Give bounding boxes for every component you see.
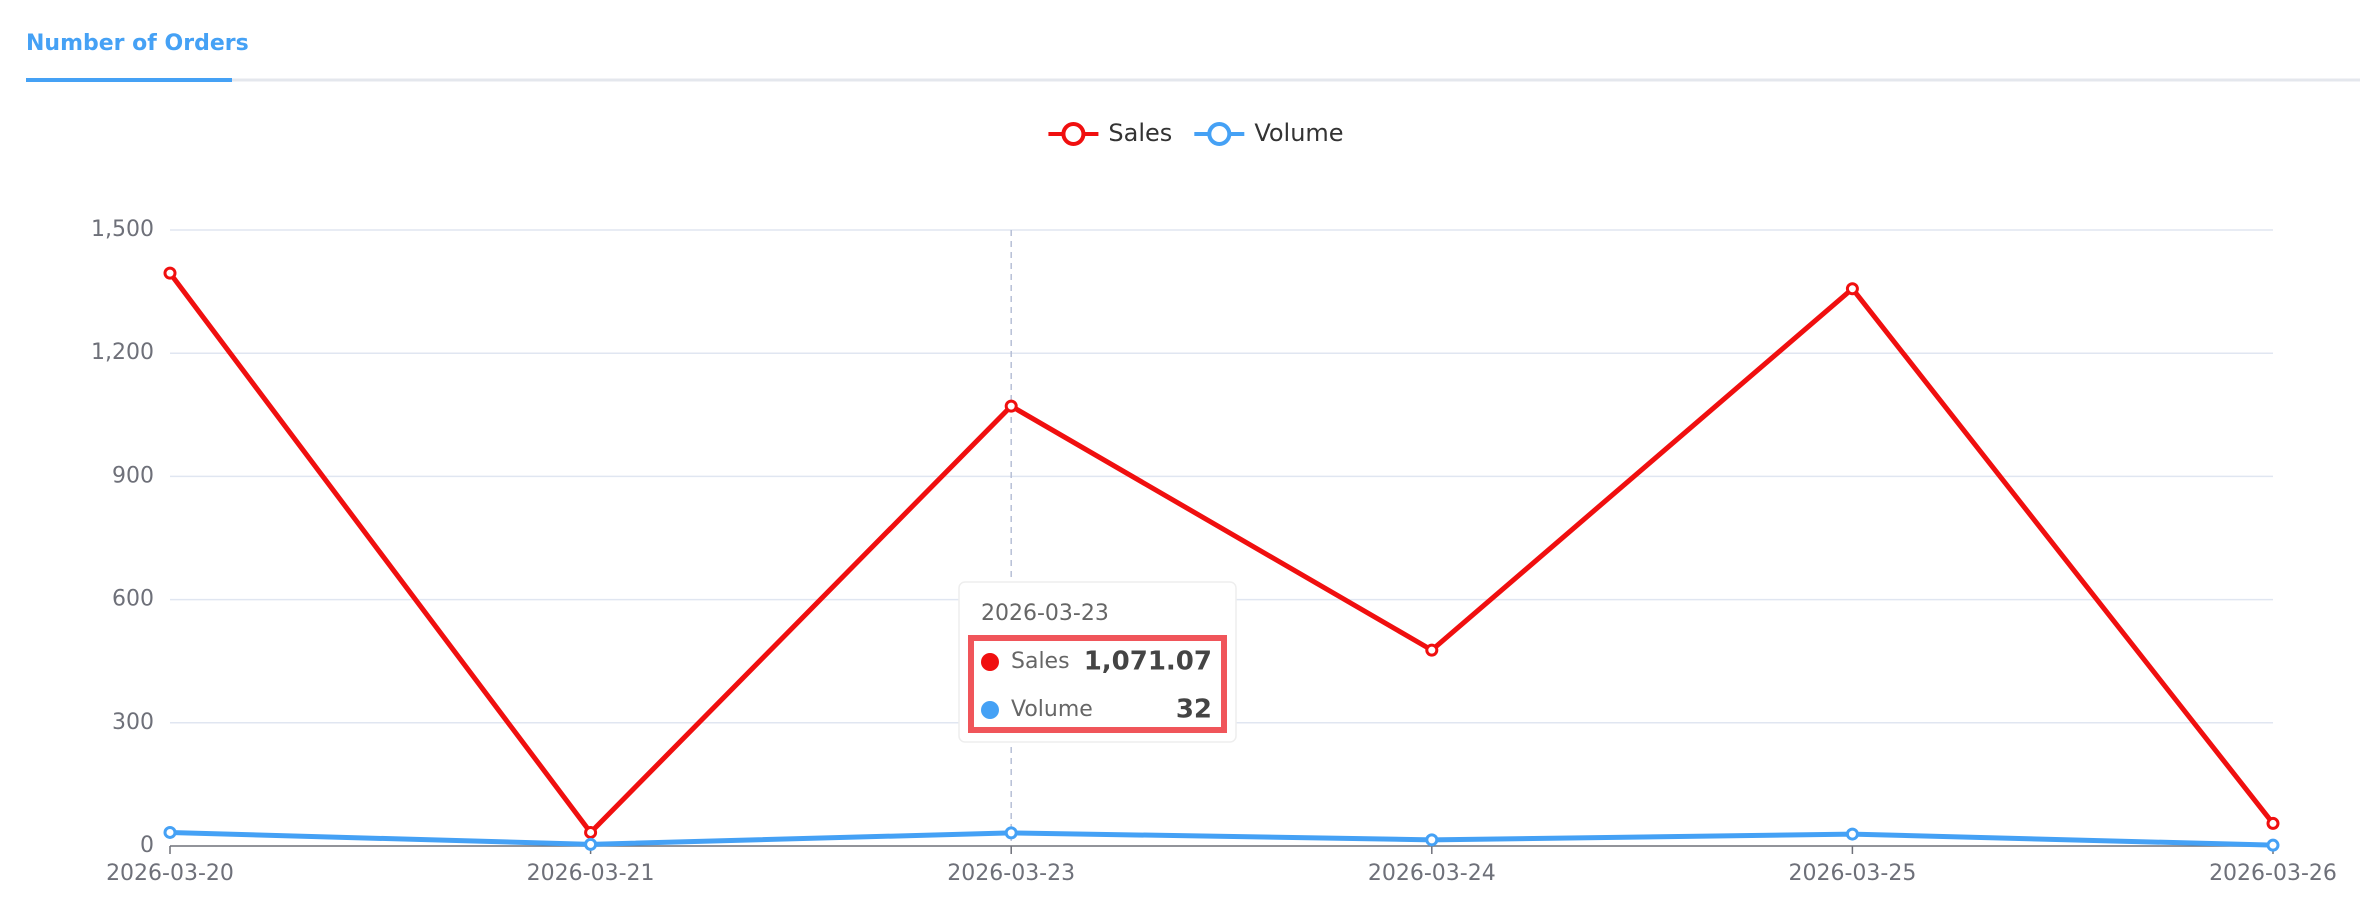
x-tick-label: 2026-03-21: [527, 861, 655, 886]
data-point: [163, 825, 177, 839]
tooltip-marker: [981, 653, 999, 671]
tab-title[interactable]: Number of Orders: [26, 31, 249, 56]
x-tick-label: 2026-03-23: [947, 861, 1075, 886]
y-tick-label: 300: [112, 710, 154, 735]
tooltip-title: 2026-03-23: [981, 601, 1109, 626]
legend: Sales Volume: [1048, 119, 1344, 147]
x-tick-label: 2026-03-24: [1368, 861, 1496, 886]
tooltip-value: 1,071.07: [1084, 647, 1212, 677]
legend-icon: [1061, 122, 1086, 146]
legend-item[interactable]: Sales: [1048, 119, 1172, 147]
data-point: [2266, 816, 2280, 830]
data-point: [2266, 838, 2280, 852]
data-point: [1425, 643, 1439, 657]
data-point: [1004, 826, 1018, 840]
x-tick-label: 2026-03-25: [1788, 861, 1916, 886]
y-tick-label: 1,500: [91, 217, 154, 242]
x-tick-label: 2026-03-26: [2209, 861, 2337, 886]
legend-item[interactable]: Volume: [1194, 119, 1344, 147]
tooltip-highlight: [968, 635, 1227, 733]
y-tick-label: 600: [112, 587, 154, 612]
data-point: [584, 837, 598, 851]
data-point: [1425, 833, 1439, 847]
tooltip-series-name: Sales: [1011, 649, 1070, 674]
tooltip-marker: [981, 701, 999, 719]
y-tick-label: 900: [112, 463, 154, 488]
y-tick-label: 1,200: [91, 340, 154, 365]
x-tick-label: 2026-03-20: [106, 861, 234, 886]
tooltip-series-name: Volume: [1011, 697, 1093, 722]
tooltip: 2026-03-23 Sales 1,071.07 Volume 32: [958, 581, 1237, 743]
data-point: [1004, 399, 1018, 413]
data-point: [163, 266, 177, 280]
data-point: [584, 825, 598, 839]
y-tick-label: 0: [140, 833, 154, 858]
legend-icon: [1207, 122, 1232, 146]
data-point: [1845, 827, 1859, 841]
series-line: [168, 271, 2275, 835]
data-point: [1845, 282, 1859, 296]
tooltip-box: [958, 581, 1237, 743]
legend-label: Volume: [1254, 119, 1343, 147]
series-line: [169, 829, 2274, 848]
legend-label: Sales: [1108, 119, 1172, 147]
tooltip-value: 32: [1176, 695, 1212, 725]
